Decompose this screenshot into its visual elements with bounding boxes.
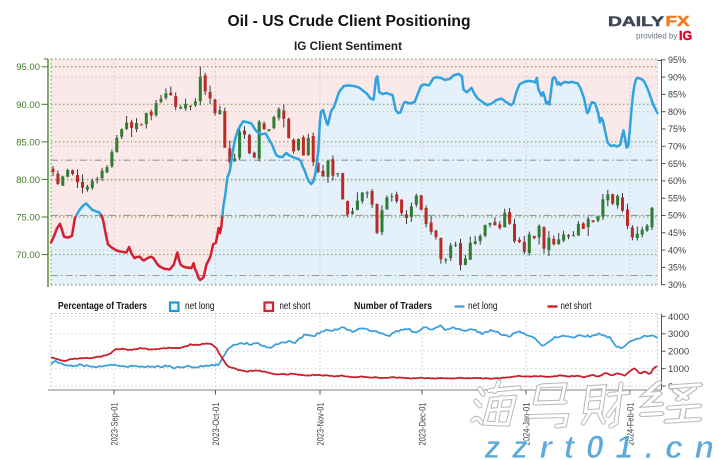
svg-text:80.00: 80.00: [16, 175, 40, 186]
svg-text:65%: 65%: [668, 159, 686, 169]
svg-text:Oil - US Crude Client Position: Oil - US Crude Client Positioning: [228, 13, 471, 30]
svg-text:DAILY: DAILY: [608, 13, 665, 29]
svg-text:2000: 2000: [668, 347, 689, 358]
svg-text:2023-Nov-01: 2023-Nov-01: [316, 403, 326, 446]
svg-text:net short: net short: [561, 301, 592, 312]
svg-text:85%: 85%: [668, 90, 686, 100]
svg-text:2024-Jan-01: 2024-Jan-01: [522, 403, 532, 446]
svg-text:net short: net short: [280, 301, 311, 312]
svg-text:90%: 90%: [668, 72, 686, 82]
svg-text:net long: net long: [468, 301, 498, 312]
svg-text:2023-Oct-01: 2023-Oct-01: [211, 403, 221, 446]
svg-text:FX: FX: [666, 13, 690, 30]
svg-text:75.00: 75.00: [16, 212, 40, 223]
svg-text:95.00: 95.00: [16, 62, 40, 73]
svg-text:40%: 40%: [668, 245, 686, 255]
svg-text:net long: net long: [185, 301, 215, 312]
svg-text:55%: 55%: [668, 193, 686, 203]
svg-text:70.00: 70.00: [16, 250, 40, 261]
svg-text:2023-Sep-01: 2023-Sep-01: [110, 403, 120, 446]
svg-text:95%: 95%: [668, 55, 686, 65]
svg-text:2024-Feb-01: 2024-Feb-01: [626, 403, 636, 446]
svg-text:35%: 35%: [668, 263, 686, 273]
svg-text:45%: 45%: [668, 228, 686, 238]
svg-text:provided by: provided by: [636, 32, 677, 41]
svg-text:3000: 3000: [668, 329, 689, 340]
svg-text:85.00: 85.00: [16, 137, 40, 148]
svg-text:4000: 4000: [668, 312, 689, 323]
svg-text:80%: 80%: [668, 107, 686, 117]
svg-text:70%: 70%: [668, 142, 686, 152]
svg-text:50%: 50%: [668, 211, 686, 221]
svg-text:Percentage of Traders: Percentage of Traders: [58, 301, 147, 312]
svg-text:IG Client Sentiment: IG Client Sentiment: [294, 41, 402, 53]
svg-text:90.00: 90.00: [16, 100, 40, 111]
svg-text:75%: 75%: [668, 124, 686, 134]
svg-text:IG: IG: [679, 29, 692, 43]
svg-text:zzrt01.cn: zzrt01.cn: [483, 429, 719, 460]
svg-text:30%: 30%: [668, 280, 686, 290]
svg-text:60%: 60%: [668, 176, 686, 186]
svg-text:1000: 1000: [668, 364, 689, 375]
svg-text:Number of Traders: Number of Traders: [354, 301, 432, 312]
svg-text:2023-Dec-01: 2023-Dec-01: [418, 403, 428, 446]
